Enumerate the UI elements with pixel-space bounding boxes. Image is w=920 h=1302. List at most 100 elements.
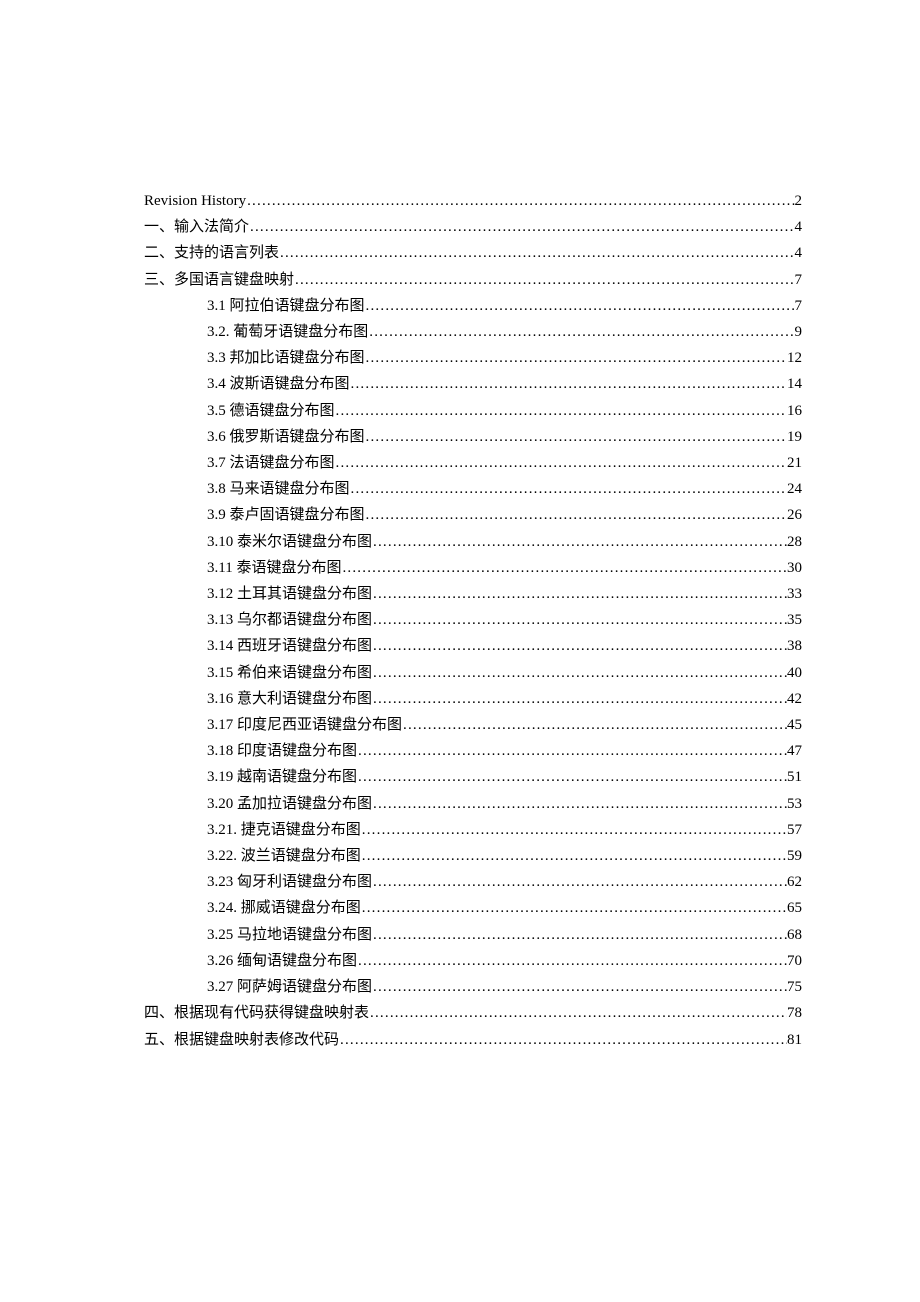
toc-entry[interactable]: 3.4 波斯语键盘分布图14 xyxy=(144,371,802,397)
toc-entry[interactable]: 3.2. 葡萄牙语键盘分布图9 xyxy=(144,319,802,345)
toc-entry[interactable]: 3.11 泰语键盘分布图 30 xyxy=(144,555,802,581)
toc-label: 3.15 希伯来语键盘分布图 xyxy=(207,660,372,686)
toc-entry[interactable]: 3.1 阿拉伯语键盘分布图7 xyxy=(144,293,802,319)
toc-entry[interactable]: 3.10 泰米尔语键盘分布图28 xyxy=(144,529,802,555)
toc-page-number: 16 xyxy=(787,398,802,424)
toc-entry[interactable]: 3.13 乌尔都语键盘分布图 35 xyxy=(144,607,802,633)
toc-leader-dots xyxy=(361,843,787,869)
toc-label: 3.8 马来语键盘分布图 xyxy=(207,476,350,502)
toc-page-number: 75 xyxy=(787,974,802,1000)
toc-entry[interactable]: 3.23 匈牙利语键盘分布图 62 xyxy=(144,869,802,895)
toc-leader-dots xyxy=(368,319,794,345)
toc-leader-dots xyxy=(246,188,794,214)
toc-leader-dots xyxy=(350,476,787,502)
toc-leader-dots xyxy=(372,974,787,1000)
toc-page-number: 40 xyxy=(787,660,802,686)
toc-entry[interactable]: 3.26 缅甸语键盘分布图 70 xyxy=(144,948,802,974)
toc-leader-dots xyxy=(369,1000,787,1026)
table-of-contents: Revision History 2一、输入法简介4二、支持的语言列表4三、多国… xyxy=(144,188,802,1053)
toc-page-number: 53 xyxy=(787,791,802,817)
toc-leader-dots xyxy=(402,712,787,738)
toc-entry[interactable]: 3.5 德语键盘分布图16 xyxy=(144,398,802,424)
toc-entry[interactable]: Revision History 2 xyxy=(144,188,802,214)
toc-entry[interactable]: 3.8 马来语键盘分布图24 xyxy=(144,476,802,502)
toc-label: 二、支持的语言列表 xyxy=(144,240,279,266)
toc-leader-dots xyxy=(361,895,787,921)
toc-entry[interactable]: 三、多国语言键盘映射7 xyxy=(144,267,802,293)
toc-page-number: 62 xyxy=(787,869,802,895)
toc-entry[interactable]: 五、根据键盘映射表修改代码 81 xyxy=(144,1027,802,1053)
toc-entry[interactable]: 3.14 西班牙语键盘分布图38 xyxy=(144,633,802,659)
toc-label: 3.21. 捷克语键盘分布图 xyxy=(207,817,361,843)
toc-label: 3.13 乌尔都语键盘分布图 xyxy=(207,607,372,633)
toc-page-number: 4 xyxy=(795,240,803,266)
toc-label: 3.4 波斯语键盘分布图 xyxy=(207,371,350,397)
toc-page-number: 81 xyxy=(787,1027,802,1053)
toc-label: 3.27 阿萨姆语键盘分布图 xyxy=(207,974,372,1000)
toc-entry[interactable]: 3.21. 捷克语键盘分布图 57 xyxy=(144,817,802,843)
toc-entry[interactable]: 3.3 邦加比语键盘分布图12 xyxy=(144,345,802,371)
toc-leader-dots xyxy=(361,817,787,843)
toc-label: 3.3 邦加比语键盘分布图 xyxy=(207,345,365,371)
toc-label: 3.19 越南语键盘分布图 xyxy=(207,764,357,790)
toc-label: 3.22. 波兰语键盘分布图 xyxy=(207,843,361,869)
toc-page-number: 26 xyxy=(787,502,802,528)
toc-leader-dots xyxy=(335,398,787,424)
toc-label: Revision History xyxy=(144,188,246,214)
toc-leader-dots xyxy=(279,240,794,266)
toc-entry[interactable]: 3.24. 挪威语键盘分布图65 xyxy=(144,895,802,921)
toc-leader-dots xyxy=(372,922,787,948)
toc-label: 3.23 匈牙利语键盘分布图 xyxy=(207,869,372,895)
toc-entry[interactable]: 3.22. 波兰语键盘分布图 59 xyxy=(144,843,802,869)
toc-label: 三、多国语言键盘映射 xyxy=(144,267,294,293)
toc-leader-dots xyxy=(339,1027,787,1053)
toc-page-number: 35 xyxy=(787,607,802,633)
toc-leader-dots xyxy=(365,424,787,450)
toc-label: 3.14 西班牙语键盘分布图 xyxy=(207,633,372,659)
toc-page-number: 4 xyxy=(795,214,803,240)
toc-leader-dots xyxy=(294,267,794,293)
toc-entry[interactable]: 二、支持的语言列表 4 xyxy=(144,240,802,266)
toc-entry[interactable]: 3.15 希伯来语键盘分布图 40 xyxy=(144,660,802,686)
toc-page-number: 30 xyxy=(787,555,802,581)
toc-entry[interactable]: 3.19 越南语键盘分布图51 xyxy=(144,764,802,790)
toc-page-number: 7 xyxy=(795,293,803,319)
toc-entry[interactable]: 3.9 泰卢固语键盘分布图 26 xyxy=(144,502,802,528)
toc-entry[interactable]: 3.7 法语键盘分布图21 xyxy=(144,450,802,476)
toc-entry[interactable]: 3.25 马拉地语键盘分布图68 xyxy=(144,922,802,948)
toc-page-number: 78 xyxy=(787,1000,802,1026)
toc-leader-dots xyxy=(357,738,787,764)
toc-label: 3.26 缅甸语键盘分布图 xyxy=(207,948,357,974)
toc-page-number: 59 xyxy=(787,843,802,869)
toc-entry[interactable]: 一、输入法简介 4 xyxy=(144,214,802,240)
toc-leader-dots xyxy=(372,607,787,633)
toc-leader-dots xyxy=(357,764,787,790)
toc-leader-dots xyxy=(365,502,787,528)
toc-page-number: 57 xyxy=(787,817,802,843)
toc-label: 3.11 泰语键盘分布图 xyxy=(207,555,341,581)
toc-leader-dots xyxy=(372,633,787,659)
toc-page-number: 2 xyxy=(795,188,803,214)
toc-label: 3.7 法语键盘分布图 xyxy=(207,450,335,476)
toc-leader-dots xyxy=(341,555,787,581)
toc-entry[interactable]: 3.16 意大利语键盘分布图42 xyxy=(144,686,802,712)
toc-label: 一、输入法简介 xyxy=(144,214,249,240)
toc-entry[interactable]: 3.18 印度语键盘分布图47 xyxy=(144,738,802,764)
toc-entry[interactable]: 3.12 土耳其语键盘分布图 33 xyxy=(144,581,802,607)
toc-page-number: 42 xyxy=(787,686,802,712)
toc-entry[interactable]: 3.6 俄罗斯语键盘分布图19 xyxy=(144,424,802,450)
toc-entry[interactable]: 四、根据现有代码获得键盘映射表78 xyxy=(144,1000,802,1026)
toc-label: 3.12 土耳其语键盘分布图 xyxy=(207,581,372,607)
toc-leader-dots xyxy=(249,214,794,240)
toc-page-number: 65 xyxy=(787,895,802,921)
toc-label: 3.9 泰卢固语键盘分布图 xyxy=(207,502,365,528)
toc-entry[interactable]: 3.20 孟加拉语键盘分布图53 xyxy=(144,791,802,817)
toc-page-number: 47 xyxy=(787,738,802,764)
toc-label: 五、根据键盘映射表修改代码 xyxy=(144,1027,339,1053)
toc-leader-dots xyxy=(372,581,787,607)
toc-entry[interactable]: 3.27 阿萨姆语键盘分布图 75 xyxy=(144,974,802,1000)
toc-entry[interactable]: 3.17 印度尼西亚语键盘分布图45 xyxy=(144,712,802,738)
toc-leader-dots xyxy=(365,345,787,371)
toc-page-number: 33 xyxy=(787,581,802,607)
toc-page-number: 70 xyxy=(787,948,802,974)
